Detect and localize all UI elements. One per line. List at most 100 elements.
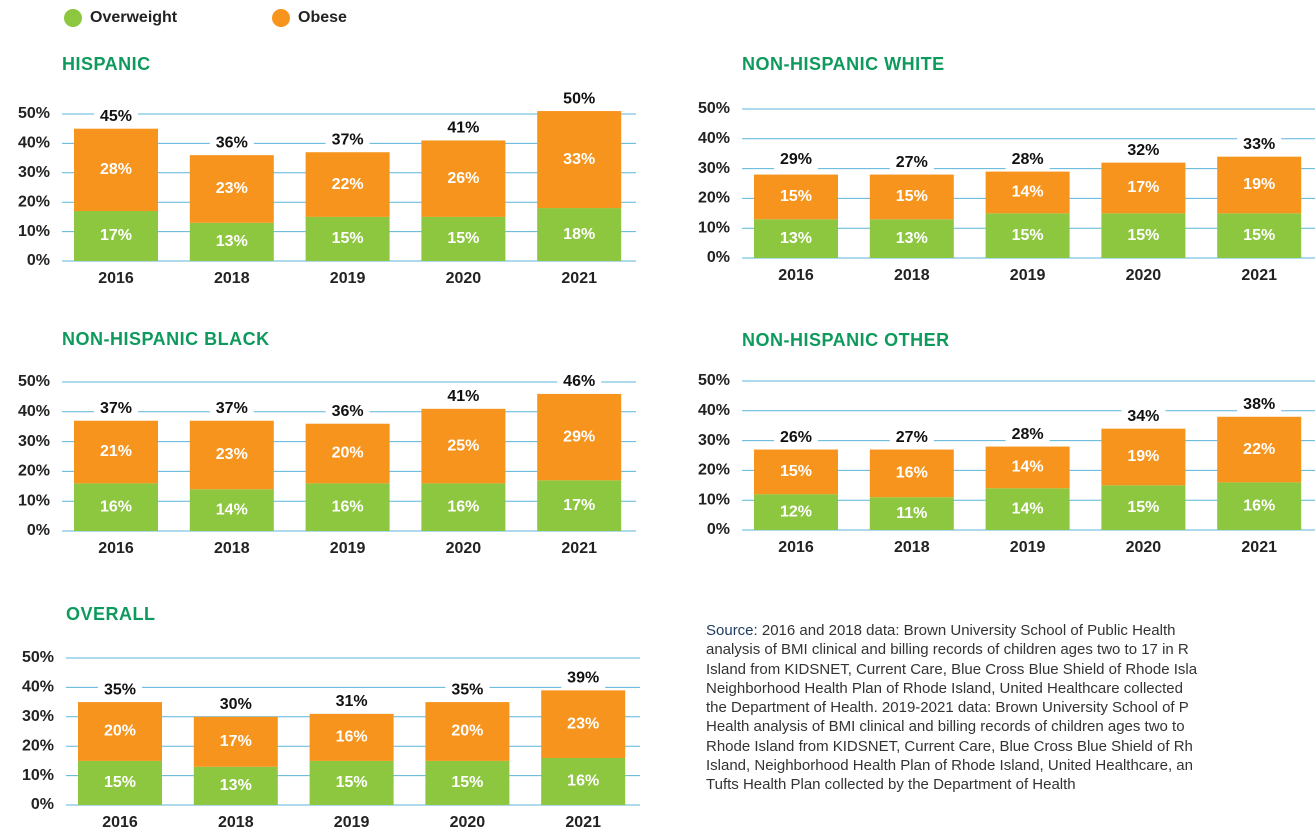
bar-segment xyxy=(1101,428,1186,486)
total-bg xyxy=(98,680,142,701)
total-label: 30% xyxy=(220,696,252,713)
total-label: 41% xyxy=(447,120,479,137)
source-line: Rhode Island from KIDSNET, Current Care,… xyxy=(706,737,1315,756)
total-bg xyxy=(325,130,370,151)
bar-segment xyxy=(425,760,510,805)
y-tick-label: 40% xyxy=(18,403,50,420)
y-tick-label: 0% xyxy=(27,252,50,269)
x-tick-label: 2019 xyxy=(1010,267,1046,284)
total-bg xyxy=(94,106,138,127)
value-label: 15% xyxy=(1012,227,1044,244)
bar-segment xyxy=(74,420,158,484)
total-label: 26% xyxy=(780,429,812,446)
bar-segment xyxy=(754,449,838,495)
legend-label: Obese xyxy=(298,9,347,26)
value-label: 25% xyxy=(447,437,479,454)
total-label: 34% xyxy=(1127,408,1159,425)
y-tick-label: 50% xyxy=(698,100,730,117)
y-tick-label: 0% xyxy=(707,521,730,538)
x-tick-label: 2020 xyxy=(446,540,482,557)
total-bg xyxy=(209,398,254,419)
bar-segment xyxy=(754,174,838,220)
bar-segment xyxy=(754,494,838,530)
x-tick-label: 2021 xyxy=(1241,539,1277,556)
value-label: 16% xyxy=(336,729,368,746)
bar-segment xyxy=(74,483,158,531)
value-label: 17% xyxy=(563,497,595,514)
x-tick-label: 2016 xyxy=(98,540,134,557)
bar-segment xyxy=(305,152,390,217)
value-label: 15% xyxy=(447,230,479,247)
total-label: 35% xyxy=(104,681,136,698)
value-label: 20% xyxy=(451,723,483,740)
value-label: 21% xyxy=(100,443,132,460)
y-tick-label: 30% xyxy=(22,708,54,725)
total-bg xyxy=(774,149,818,170)
value-label: 17% xyxy=(1127,179,1159,196)
bar-segment xyxy=(985,171,1070,214)
bar-segment xyxy=(74,128,158,212)
total-label: 50% xyxy=(563,90,595,107)
value-label: 14% xyxy=(1012,184,1044,201)
source: Source: 2016 and 2018 data: Brown Univer… xyxy=(706,621,1315,795)
bar-segment xyxy=(78,702,162,761)
value-label: 15% xyxy=(1127,227,1159,244)
total-label: 37% xyxy=(100,400,132,417)
value-label: 13% xyxy=(216,233,248,250)
total-label: 27% xyxy=(896,154,928,171)
x-tick-label: 2019 xyxy=(330,540,366,557)
total-bg xyxy=(209,133,254,154)
total-label: 28% xyxy=(1012,151,1044,168)
total-bg xyxy=(445,680,490,701)
bar-segment xyxy=(193,716,278,767)
value-label: 23% xyxy=(567,715,599,732)
value-label: 26% xyxy=(447,170,479,187)
y-tick-label: 20% xyxy=(698,462,730,479)
y-tick-label: 50% xyxy=(22,649,54,666)
source-line: the Department of Health. 2019-2021 data… xyxy=(706,698,1315,717)
bar-segment xyxy=(305,423,390,484)
value-label: 14% xyxy=(216,501,248,518)
x-tick-label: 2016 xyxy=(102,814,138,831)
value-label: 19% xyxy=(1127,448,1159,465)
y-tick-label: 50% xyxy=(18,373,50,390)
bar-segment xyxy=(985,446,1070,489)
value-label: 16% xyxy=(447,498,479,515)
total-bg xyxy=(94,398,138,419)
bar-segment xyxy=(869,497,954,530)
total-bg xyxy=(441,118,486,139)
value-label: 19% xyxy=(1243,176,1275,193)
value-label: 15% xyxy=(780,463,812,480)
y-tick-label: 0% xyxy=(707,249,730,266)
x-tick-label: 2021 xyxy=(561,540,597,557)
source-label: Source: xyxy=(706,622,758,639)
legend-swatch xyxy=(272,9,290,27)
chart-title: NON-HISPANIC BLACK xyxy=(62,329,270,349)
bar-segment xyxy=(305,216,390,261)
value-label: 20% xyxy=(104,723,136,740)
total-bg xyxy=(441,386,486,407)
y-tick-label: 40% xyxy=(18,135,50,152)
value-label: 13% xyxy=(896,230,928,247)
total-bg xyxy=(561,668,606,689)
bar-segment xyxy=(421,483,506,531)
bar-segment xyxy=(421,408,506,484)
bar-segment xyxy=(189,222,274,261)
chart-title: NON-HISPANIC WHITE xyxy=(742,54,945,74)
y-tick-label: 10% xyxy=(698,491,730,508)
value-label: 23% xyxy=(216,180,248,197)
x-tick-label: 2019 xyxy=(330,270,366,287)
x-tick-label: 2019 xyxy=(334,814,370,831)
bar-segment xyxy=(1101,162,1186,214)
bar-segment xyxy=(537,393,622,481)
total-bg xyxy=(1121,406,1166,427)
total-bg xyxy=(1121,140,1166,161)
y-tick-label: 30% xyxy=(698,160,730,177)
bar-segment xyxy=(869,449,954,498)
total-bg xyxy=(1237,394,1282,415)
y-tick-label: 40% xyxy=(698,402,730,419)
x-tick-label: 2018 xyxy=(894,267,930,284)
y-tick-label: 20% xyxy=(18,463,50,480)
